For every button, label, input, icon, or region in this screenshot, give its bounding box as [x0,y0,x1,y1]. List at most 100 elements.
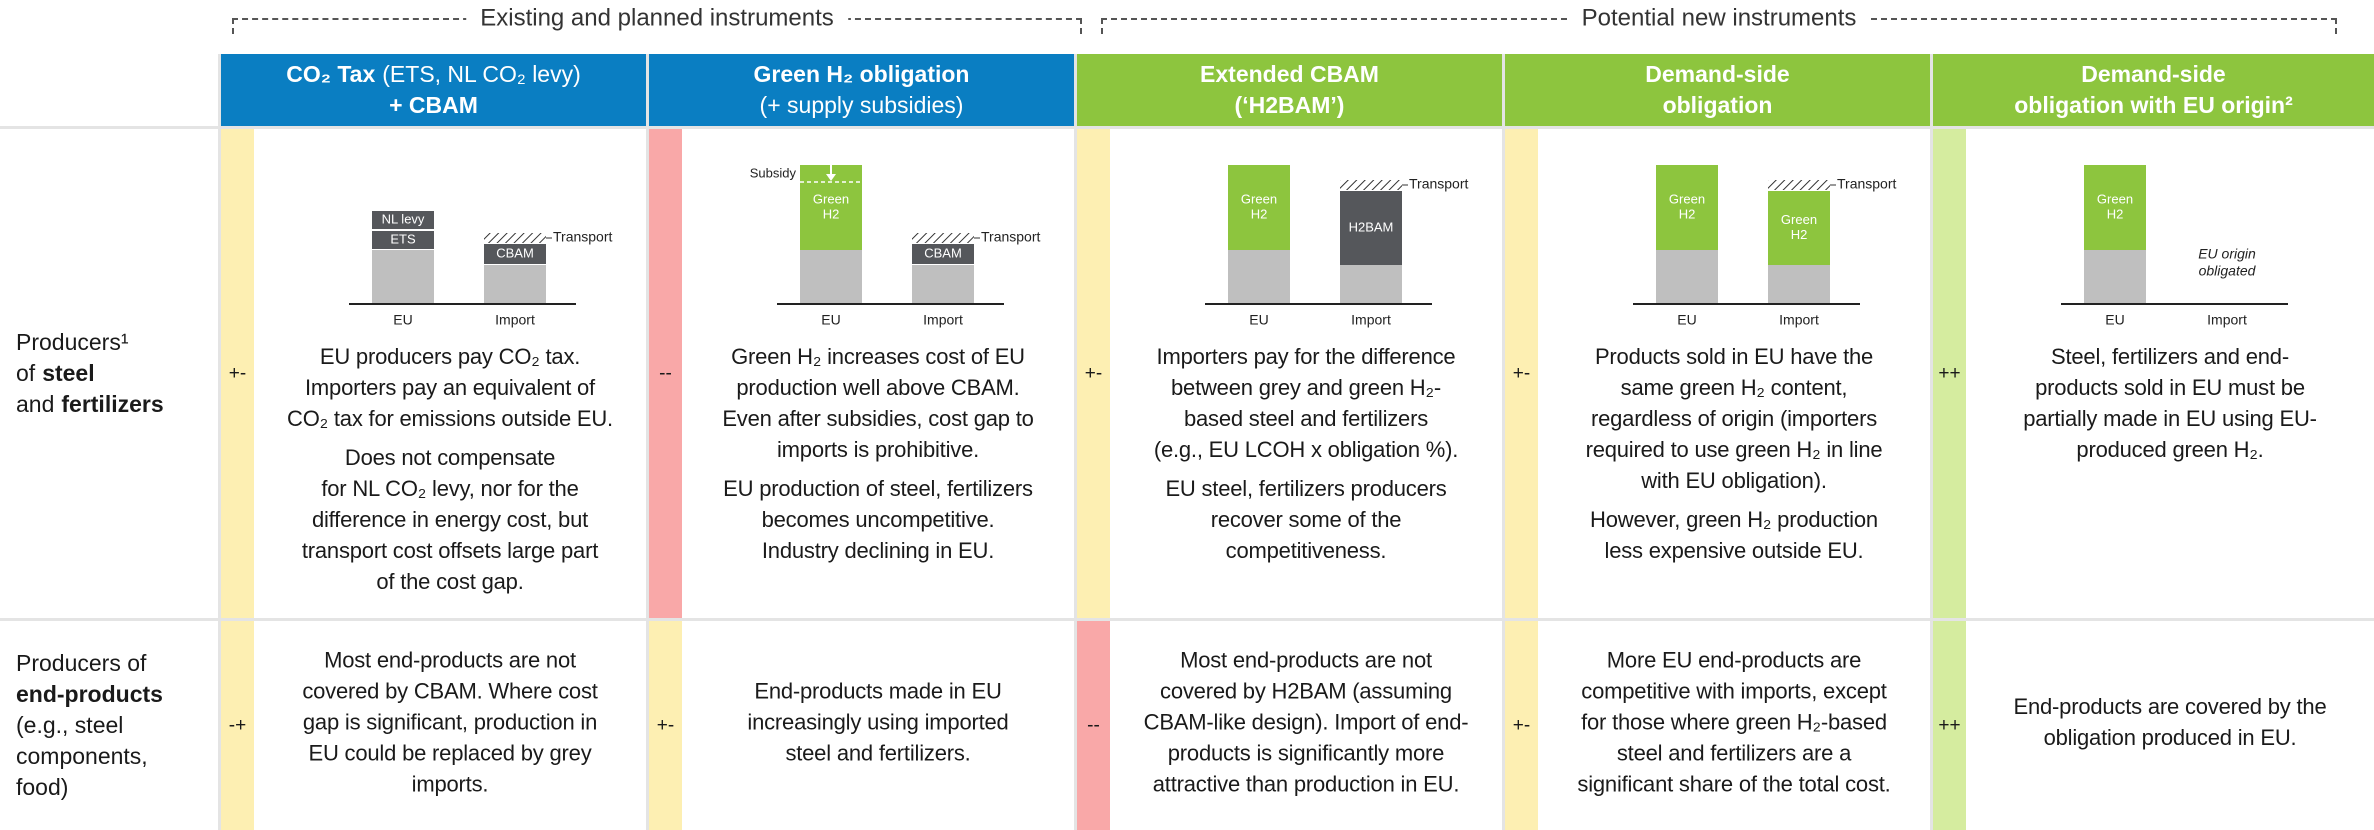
row-label-line: food) [16,772,218,803]
text-line: products sold in EU must be [2035,375,2305,400]
cell-body: More EU end-products are competitive with… [1538,621,1930,830]
cell-text: Steel, fertilizers and end-products sold… [1966,341,2374,473]
segment-label: Green [1781,212,1817,227]
rating-strip: +- [1505,129,1538,618]
cell: +- End-products made in EU increasingly us… [649,621,1074,830]
text-line: EU production of steel, fertilizers [723,476,1033,501]
text-line: partially made in EU using EU- [2023,406,2317,431]
header-text: CO₂ Tax [286,61,376,87]
text-line: increasingly using imported [747,709,1009,734]
text-line: CO₂ tax for emissions outside EU. [287,406,613,431]
rating-strip: +- [1505,621,1538,830]
text-line: recover some of the [1210,507,1402,532]
text-line: competitiveness. [1225,538,1387,563]
text-line: EU producers pay CO₂ tax. [319,344,581,369]
row-label-text: fertilizers [61,391,164,417]
header-line: (‘H2BAM’) [1235,90,1345,121]
header-text: Extended CBAM [1200,61,1379,87]
row-label-text: of [16,360,36,386]
text-line: CBAM-like design). Import of end- [1143,709,1469,734]
x-label: Import [2207,312,2247,328]
grey-base [1340,265,1402,304]
row-label-text: Producers of [16,650,147,676]
cell: +- Green H2 Green H2 Transport EU Import Product… [1505,129,1930,618]
group-bracket: Potential new instruments [1101,4,2337,34]
table-grid: CO₂ Tax (ETS, NL CO₂ levy) + CBAM Green H₂ … [0,54,2374,830]
rating-strip: -- [649,129,682,618]
text-line: Most end-products are not [1180,647,1432,672]
subsidy-label: Subsidy [750,165,797,180]
row-label-line: (e.g., steel [16,710,218,741]
rating-strip: +- [221,129,254,618]
bar-segment [372,211,434,229]
rating-strip: +- [1077,129,1110,618]
cell-body: Green H2 EU origin obligated EU Import Steel, … [1966,129,2374,618]
grey-base [1768,265,1830,304]
text-line: imports. [411,771,489,796]
header-line: (+ supply subsidies) [760,90,964,121]
transport-label: Transport [981,229,1041,245]
paragraph: EU production of steel, fertilizers becom… [682,473,1074,566]
corner-cell [0,54,218,126]
row-label-text: (e.g., steel [16,712,124,738]
segment-label: H2BAM [1349,219,1394,234]
bar-segment [1656,165,1718,250]
transport-hatch [1768,180,1830,190]
row-label-line: Producers¹ [16,327,218,358]
grey-base [2084,250,2146,304]
text-line: based steel and fertilizers [1183,406,1429,431]
header-text: obligation with EU origin² [2014,92,2293,118]
cell: -- Most end-products are not covered by H2… [1077,621,1502,830]
header-line: CO₂ Tax (ETS, NL CO₂ levy) [286,59,581,90]
segment-label: CBAM [924,245,962,260]
cell: ++ Green H2 EU origin obligated EU Import Steel… [1933,129,2374,618]
text-line: required to use green H₂ in line [1585,437,1883,462]
segment-label: H2 [1679,206,1696,221]
bar-segment [372,231,434,249]
text-line: Products sold in EU have the [1594,344,1874,369]
text-line: End-products are covered by the [2013,693,2327,719]
x-label: EU [821,312,840,328]
grey-base [1656,250,1718,304]
text-line: regardless of origin (importers [1590,406,1878,431]
group-bracket: Existing and planned instruments [232,4,1082,34]
row-label: Producers of end-products (e.g., steel comp… [0,621,218,830]
group-label: Potential new instruments [1567,4,1871,33]
text-line: gap is significant, production in [302,709,598,734]
rating-strip: -- [1077,621,1110,830]
paragraph: Steel, fertilizers and end-products sold… [1966,341,2374,465]
text-line: imports is prohibitive. [776,437,980,462]
cell-text: EU producers pay CO₂ tax. Importers pay a… [254,341,646,605]
rating-strip: ++ [1933,621,1966,830]
segment-label: H2 [2107,206,2124,221]
text-line: Does not compensate [344,445,556,470]
transport-label: Transport [1409,176,1469,192]
bar-segment [1228,165,1290,250]
cell-body: End-products made in EU increasingly usin… [682,621,1074,830]
text-line: EU could be replaced by grey [308,740,592,765]
header-text: Demand-side [2081,61,2226,87]
segment-label: NL levy [382,211,425,226]
text-line: Importers pay an equivalent of [305,375,595,400]
bar-segment [1340,191,1402,265]
text-line: production well above CBAM. [736,375,1020,400]
x-label: Import [495,312,535,328]
text-line: competitive with imports, except [1581,678,1887,703]
cell-body: Green H2 CBAM Transport Subsidy EU Import Green… [682,129,1074,618]
text-line: of the cost gap. [376,569,524,594]
bar-segment [484,244,546,264]
column-header: Extended CBAM (‘H2BAM’) [1077,54,1502,126]
row-label-text: Producers¹ [16,329,129,355]
column-header: Demand-side obligation with EU origin² [1933,54,2374,126]
mini-diagram: NL levy ETS CBAM Transport EU Import [349,211,613,328]
header-line: obligation with EU origin² [2014,90,2293,121]
header-text: Green H₂ obligation [753,61,970,87]
row-label-line: Producers of [16,648,218,679]
paragraph: Most end-products are not covered by CBAM… [254,644,646,799]
cell: +- More EU end-products are competitive wi… [1505,621,1930,830]
grey-base [800,250,862,304]
header-line: Extended CBAM [1200,59,1379,90]
